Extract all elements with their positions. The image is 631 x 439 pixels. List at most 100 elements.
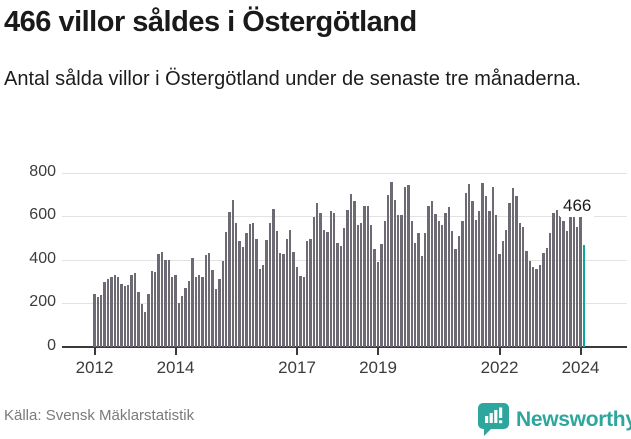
bar <box>437 221 440 347</box>
bar <box>548 232 552 347</box>
bar <box>383 221 386 347</box>
x-axis-tick <box>498 347 501 355</box>
bar <box>353 201 356 347</box>
bar <box>427 206 430 347</box>
bar <box>228 211 231 347</box>
bar <box>552 213 555 347</box>
bar <box>164 259 167 347</box>
bar <box>370 225 373 347</box>
bar <box>444 213 447 347</box>
bar <box>197 275 201 347</box>
bar <box>518 222 521 347</box>
bar <box>451 231 454 347</box>
bar <box>214 289 218 347</box>
bar <box>505 229 508 347</box>
bar <box>235 222 238 347</box>
bar <box>231 200 235 347</box>
bar <box>187 280 191 347</box>
value-annotation: 466 <box>560 195 595 217</box>
bar <box>447 207 451 347</box>
x-axis-tick <box>93 347 96 355</box>
bar <box>221 261 224 347</box>
bar <box>272 208 275 347</box>
highlighted-bar <box>582 245 586 347</box>
bar <box>501 241 505 347</box>
bar <box>565 231 569 347</box>
bar <box>120 283 123 347</box>
bar <box>343 227 346 347</box>
bar <box>508 203 511 347</box>
bar <box>322 230 326 347</box>
bar <box>363 206 366 347</box>
bar <box>481 183 484 347</box>
x-axis-tick-label: 2017 <box>278 358 316 377</box>
bar <box>174 275 177 347</box>
bar <box>309 239 312 347</box>
bar <box>154 272 157 347</box>
bar <box>140 304 143 347</box>
bar <box>248 224 251 347</box>
x-axis-tick-label: 2014 <box>156 358 195 377</box>
bar <box>208 253 211 347</box>
bar <box>285 239 289 347</box>
bar <box>106 278 110 347</box>
bar <box>245 233 248 347</box>
page-title: 466 villor såldes i Östergötland <box>4 6 417 38</box>
y-axis-tick-label: 600 <box>29 206 56 224</box>
bar-chart: 0 200 400 600 800 2012 2014 2017 2019 2022 2024 466 <box>0 140 631 395</box>
bar <box>579 214 582 347</box>
bar <box>410 221 413 347</box>
bar <box>103 282 106 347</box>
bar <box>160 252 164 347</box>
bar <box>528 260 532 347</box>
bar <box>292 252 295 347</box>
bar <box>474 219 478 347</box>
bar <box>191 257 194 347</box>
bar <box>170 277 174 347</box>
bar <box>467 184 471 347</box>
x-axis-tick-label: 2022 <box>480 358 519 377</box>
bar <box>488 211 491 347</box>
bar <box>424 232 427 347</box>
bar <box>184 288 187 347</box>
bar <box>440 224 444 347</box>
bar <box>255 239 258 347</box>
bar <box>572 207 575 347</box>
gridline <box>62 172 627 174</box>
bar <box>366 206 370 347</box>
y-axis-tick-label: 200 <box>29 293 56 311</box>
bar <box>464 193 467 347</box>
chart-subtitle: Antal sålda villor i Östergötland under … <box>4 68 582 90</box>
x-axis-tick <box>377 347 380 355</box>
bar <box>194 276 197 347</box>
x-axis-line <box>62 346 627 348</box>
bar <box>420 255 424 347</box>
x-axis-tick-label: 2012 <box>75 358 114 377</box>
x-axis-tick <box>296 347 299 355</box>
bar <box>380 243 383 347</box>
bar <box>484 196 488 347</box>
bar <box>96 296 100 347</box>
bar <box>116 277 120 347</box>
bar <box>241 246 245 347</box>
bar <box>211 270 214 347</box>
bar <box>113 275 116 347</box>
bar <box>575 227 579 347</box>
bar <box>478 211 481 347</box>
bar <box>356 224 359 347</box>
bar <box>204 255 208 347</box>
bar <box>413 242 417 347</box>
bar <box>417 233 420 347</box>
x-axis-tick <box>174 347 177 355</box>
bar <box>265 240 268 347</box>
bar <box>316 203 319 347</box>
bar <box>218 279 221 347</box>
y-axis-tick-label: 0 <box>47 337 56 354</box>
bar <box>150 270 154 347</box>
bar <box>511 187 515 347</box>
bar <box>295 267 299 347</box>
bar <box>147 294 150 347</box>
newsworthy-logo-icon <box>478 403 509 436</box>
bar <box>535 268 538 347</box>
